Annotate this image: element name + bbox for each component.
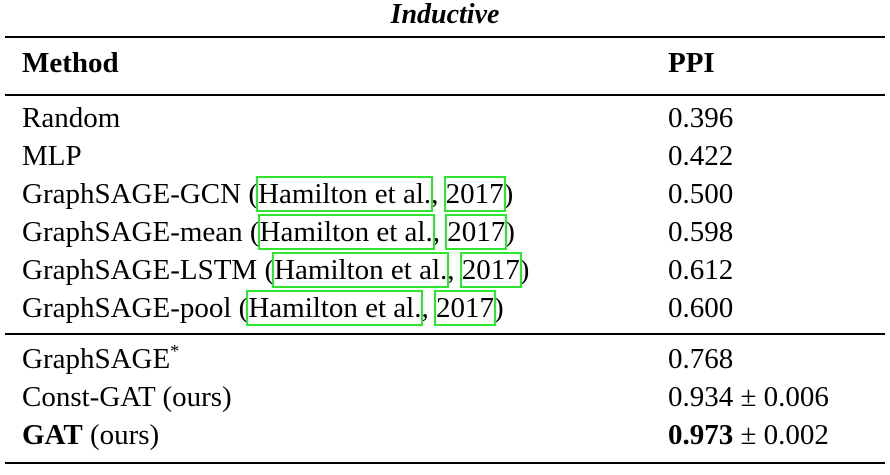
text-segment: GraphSAGE-LSTM ( — [22, 254, 275, 286]
text-segment: (ours) — [82, 419, 160, 451]
text-segment: Const-GAT (ours) — [22, 381, 232, 413]
table-title: Inductive — [390, 0, 500, 30]
text-segment: 0.934 ± 0.006 — [668, 381, 829, 413]
method-cell: Method — [22, 46, 119, 80]
text-segment: , — [421, 292, 436, 324]
citation: 2017 — [433, 290, 496, 326]
method-cell: Random — [22, 101, 120, 135]
method-cell: GraphSAGE* — [22, 342, 179, 376]
ppi-cell: 0.600 — [668, 291, 733, 325]
text-segment: , — [447, 254, 462, 286]
ppi-cell: 0.973 ± 0.002 — [668, 418, 829, 452]
table-rule — [5, 36, 885, 38]
ppi-cell: 0.500 — [668, 177, 733, 211]
ppi-cell: 0.396 — [668, 101, 733, 135]
text-segment: , — [432, 216, 448, 248]
method-cell: GraphSAGE-mean (Hamilton et al., 2017) — [22, 214, 515, 250]
text-segment: GraphSAGE — [22, 343, 171, 375]
text-segment: * — [170, 341, 180, 361]
text-segment: GraphSAGE-pool ( — [22, 292, 249, 324]
text-segment: GraphSAGE-GCN ( — [22, 178, 258, 210]
text-segment: ) — [505, 216, 515, 248]
table-rule — [5, 94, 885, 96]
text-segment: ± 0.002 — [733, 419, 829, 451]
text-segment: 0.422 — [668, 140, 734, 172]
text-segment: 0.973 — [668, 419, 734, 451]
text-segment: 0.396 — [668, 102, 734, 134]
ppi-cell: 0.934 ± 0.006 — [668, 380, 829, 414]
method-cell: MLP — [22, 139, 82, 173]
ppi-cell: 0.768 — [668, 342, 733, 376]
text-segment: 0.598 — [668, 216, 734, 248]
method-cell: GraphSAGE-GCN (Hamilton et al., 2017) — [22, 176, 514, 212]
citation: 2017 — [445, 214, 508, 250]
ppi-cell: 0.422 — [668, 139, 733, 173]
text-segment: GraphSAGE-mean ( — [22, 216, 260, 248]
text-segment: 0.768 — [668, 343, 734, 375]
text-segment: ) — [493, 292, 504, 324]
ppi-cell: 0.612 — [668, 253, 733, 287]
text-segment: GAT — [22, 419, 83, 451]
text-segment: ) — [519, 254, 530, 286]
text-segment: ) — [503, 178, 514, 210]
text-segment: 0.600 — [668, 292, 734, 324]
ppi-cell: PPI — [668, 46, 715, 80]
citation: Hamilton et al. — [246, 290, 424, 326]
citation: 2017 — [443, 176, 506, 212]
text-segment: 0.612 — [668, 254, 734, 286]
citation: 2017 — [459, 252, 522, 288]
table-rule — [5, 462, 885, 464]
text-segment: PPI — [668, 47, 715, 79]
table-rule — [5, 333, 885, 335]
text-segment: , — [431, 178, 446, 210]
citation: Hamilton et al. — [255, 176, 434, 212]
method-cell: Const-GAT (ours) — [22, 380, 232, 414]
method-cell: GraphSAGE-pool (Hamilton et al., 2017) — [22, 290, 504, 326]
text-segment: Random — [22, 102, 121, 134]
citation: Hamilton et al. — [257, 214, 435, 250]
ppi-cell: 0.598 — [668, 215, 733, 249]
method-cell: GraphSAGE-LSTM (Hamilton et al., 2017) — [22, 252, 530, 288]
text-segment: MLP — [22, 140, 82, 172]
text-segment: Method — [22, 47, 119, 79]
citation: Hamilton et al. — [272, 252, 450, 288]
method-cell: GAT (ours) — [22, 418, 159, 452]
text-segment: 0.500 — [668, 178, 734, 210]
